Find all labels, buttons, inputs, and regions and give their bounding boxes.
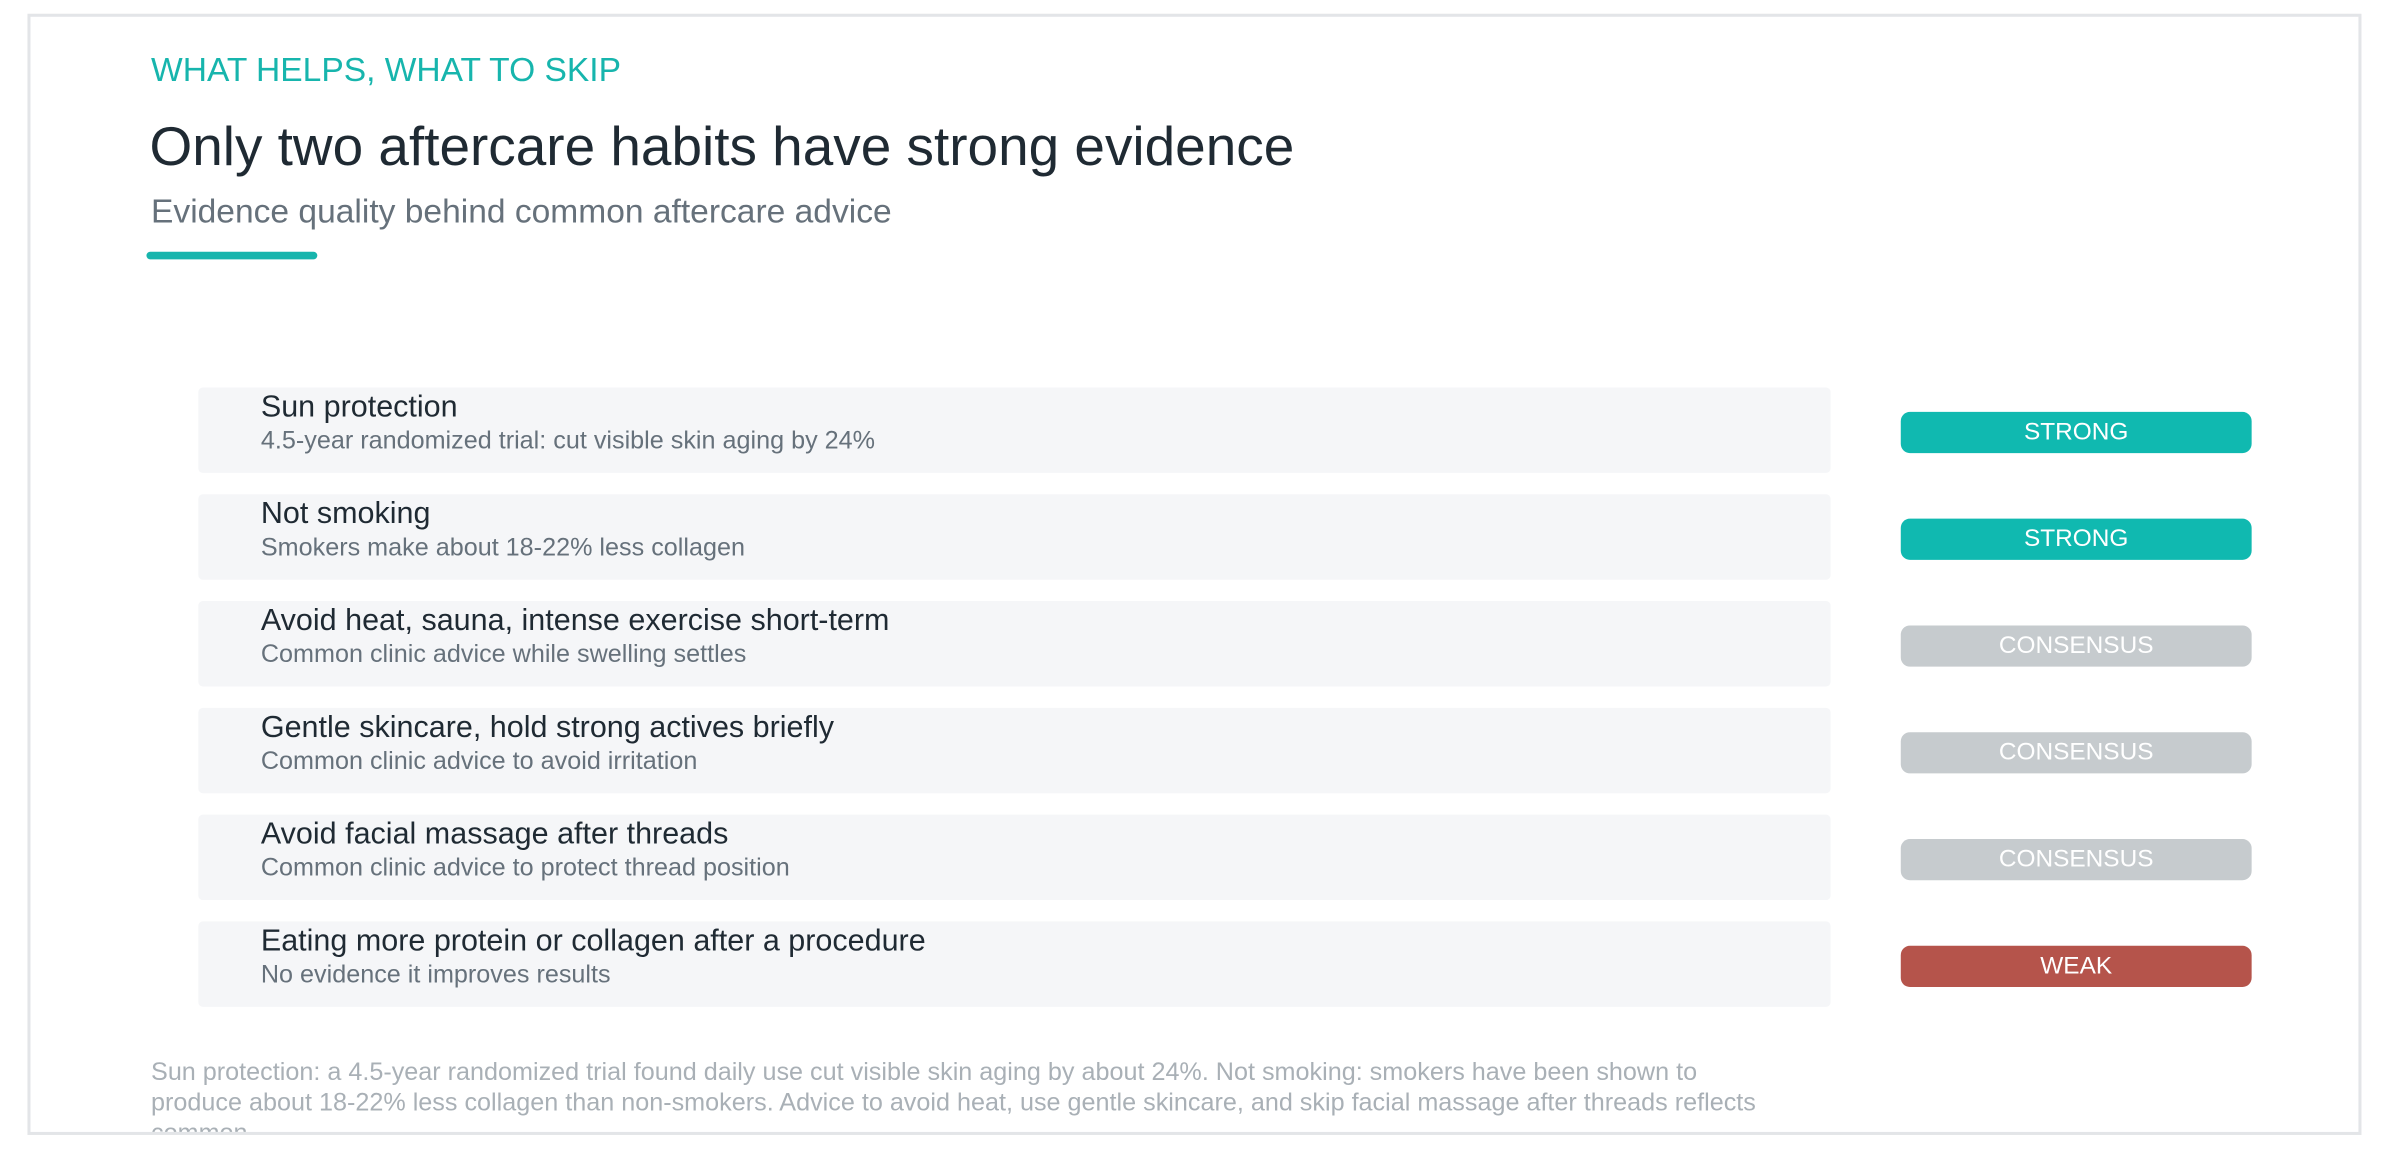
evidence-row: Sun protection 4.5-year randomized trial:… xyxy=(198,387,1831,473)
row-detail: Smokers make about 18-22% less collagen xyxy=(260,533,745,562)
row-title: Sun protection xyxy=(260,390,458,425)
accent-rule xyxy=(146,251,318,260)
title: Only two aftercare habits have strong ev… xyxy=(149,114,1295,177)
evidence-row: Avoid heat, sauna, intense exercise shor… xyxy=(198,601,1831,687)
card: WHAT HELPS, WHAT TO SKIP Only two afterc… xyxy=(27,13,2362,1135)
evidence-badge: CONSENSUS xyxy=(1900,625,2252,667)
evidence-badge: CONSENSUS xyxy=(1900,732,2252,774)
evidence-row: Eating more protein or collagen after a … xyxy=(198,921,1831,1007)
evidence-row: Gentle skincare, hold strong actives bri… xyxy=(198,707,1831,794)
row-title: Avoid facial massage after threads xyxy=(260,817,729,852)
row-detail: No evidence it improves results xyxy=(260,961,611,989)
evidence-row: Avoid facial massage after threads Common… xyxy=(198,814,1831,901)
row-detail: Common clinic advice while swelling sett… xyxy=(260,640,747,669)
evidence-badge: WEAK xyxy=(1900,945,2252,987)
evidence-badge: CONSENSUS xyxy=(1900,839,2252,881)
subtitle: Evidence quality behind common aftercare… xyxy=(151,192,892,231)
row-title: Avoid heat, sauna, intense exercise shor… xyxy=(260,604,890,638)
eyebrow: WHAT HELPS, WHAT TO SKIP xyxy=(151,50,621,89)
evidence-badge: STRONG xyxy=(1900,518,2252,560)
row-title: Not smoking xyxy=(260,497,431,531)
evidence-badge: STRONG xyxy=(1900,411,2252,454)
row-detail: Common clinic advice to protect thread p… xyxy=(260,854,790,882)
row-title: Eating more protein or collagen after a … xyxy=(260,924,926,959)
footnote: Sun protection: a 4.5-year randomized tr… xyxy=(151,1058,1756,1135)
row-detail: Common clinic advice to avoid irritation xyxy=(260,747,698,775)
evidence-row: Not smoking Smokers make about 18-22% les… xyxy=(198,494,1831,580)
row-detail: 4.5-year randomized trial: cut visible s… xyxy=(260,427,876,455)
row-title: Gentle skincare, hold strong actives bri… xyxy=(260,710,835,745)
